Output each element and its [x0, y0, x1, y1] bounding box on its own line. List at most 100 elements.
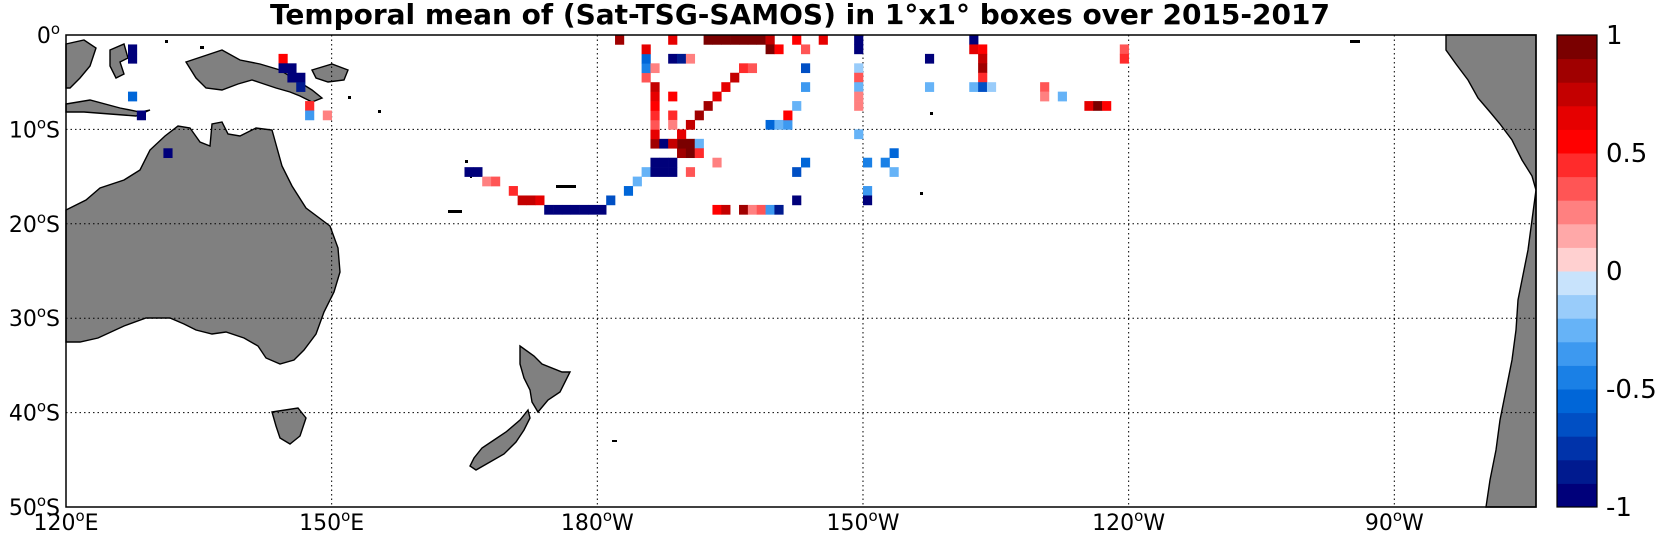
- data-cell: [854, 101, 864, 111]
- data-cell: [650, 129, 660, 140]
- data-cell: [588, 204, 598, 215]
- data-cell: [818, 35, 828, 45]
- colorbar-labels: 1 0.5 0 -0.5 -1: [1606, 21, 1657, 523]
- data-cell: [694, 148, 704, 159]
- data-cell: [491, 176, 501, 187]
- data-cell: [756, 204, 766, 215]
- data-cells: [127, 35, 1129, 215]
- data-cell: [641, 53, 651, 64]
- data-cell: [641, 44, 651, 55]
- colorbar-tick-label: 0: [1606, 257, 1623, 287]
- data-cell: [1119, 44, 1129, 55]
- new-guinea-landmass: [184, 49, 324, 103]
- latitude-tick-label: 20oS: [9, 209, 60, 238]
- data-cell: [305, 101, 315, 111]
- colorbar-swatch: [1557, 223, 1597, 248]
- latitude-tick-label: 0o: [37, 20, 60, 49]
- south-america-landmass: [1445, 34, 1537, 508]
- data-cell: [969, 82, 979, 92]
- colorbar-swatch: [1557, 318, 1597, 343]
- islet: [920, 192, 923, 195]
- data-cell: [1040, 82, 1050, 92]
- data-cell: [685, 167, 696, 177]
- land-layer: [65, 34, 1537, 508]
- colorbar-swatch: [1557, 176, 1597, 201]
- data-cell: [659, 167, 669, 177]
- data-cell: [721, 35, 731, 45]
- data-cell: [978, 44, 988, 55]
- data-cell: [659, 157, 669, 168]
- data-cell: [969, 44, 979, 55]
- data-cell: [136, 110, 146, 121]
- data-cell: [650, 119, 660, 130]
- latitude-tick-label: 50oS: [9, 492, 60, 521]
- data-cell: [792, 101, 802, 111]
- data-cell: [978, 53, 988, 64]
- data-cell: [854, 44, 864, 55]
- data-cell: [668, 157, 678, 168]
- new-zealand-north-island: [519, 344, 572, 414]
- data-cell: [978, 72, 988, 83]
- data-cell: [677, 148, 687, 159]
- data-cell: [739, 204, 749, 215]
- data-cell: [854, 82, 864, 92]
- data-cell: [712, 204, 722, 215]
- grid-lines: [66, 35, 1536, 507]
- data-cell: [685, 138, 696, 149]
- data-cell: [650, 101, 660, 111]
- data-cell: [712, 157, 722, 168]
- data-cell: [473, 167, 483, 177]
- data-cell: [606, 195, 616, 206]
- data-cell: [889, 148, 899, 159]
- map-frame: [65, 34, 1537, 508]
- data-cell: [615, 35, 625, 45]
- colorbar-swatch: [1557, 436, 1597, 461]
- colorbar-swatch: [1557, 129, 1597, 154]
- data-cell: [1119, 53, 1129, 64]
- colorbar-swatch: [1557, 483, 1597, 508]
- data-cell: [1102, 101, 1112, 111]
- data-cell: [685, 53, 696, 64]
- data-cell: [703, 35, 713, 45]
- data-cell: [765, 44, 775, 55]
- islet: [200, 46, 204, 49]
- islet: [165, 40, 168, 43]
- map-area: [65, 34, 1537, 508]
- data-cell: [747, 35, 758, 45]
- data-cell: [322, 110, 332, 121]
- data-cell: [517, 195, 527, 206]
- data-cell: [553, 204, 563, 215]
- data-cell: [544, 204, 554, 215]
- data-cell: [739, 35, 749, 45]
- data-cell: [641, 63, 651, 74]
- data-cell: [305, 110, 315, 121]
- data-cell: [747, 63, 758, 74]
- longitude-tick-label: 150oW: [827, 507, 900, 536]
- data-cell: [730, 72, 740, 83]
- data-cell: [774, 204, 784, 215]
- colorbar-tick-label: -1: [1606, 493, 1632, 523]
- data-cell: [712, 91, 722, 102]
- colorbar-swatches: [1557, 35, 1597, 508]
- new-britain-landmass: [311, 63, 349, 83]
- colorbar-swatch: [1557, 365, 1597, 390]
- data-cell: [579, 204, 589, 215]
- data-cell: [685, 119, 696, 130]
- data-cell: [650, 91, 660, 102]
- data-cell: [668, 35, 678, 45]
- sulawesi-island: [109, 43, 129, 79]
- colorbar-swatch: [1557, 341, 1597, 366]
- data-cell: [801, 44, 811, 55]
- data-cell: [650, 167, 660, 177]
- colorbar: 1 0.5 0 -0.5 -1: [1556, 21, 1657, 523]
- data-cell: [730, 35, 740, 45]
- islet: [612, 440, 617, 442]
- data-cell: [703, 101, 713, 111]
- data-cell: [508, 186, 518, 196]
- data-cell: [535, 195, 545, 206]
- islet: [556, 185, 576, 188]
- figure-title: Temporal mean of (Sat-TSG-SAMOS) in 1°x1…: [270, 0, 1330, 31]
- data-cell: [650, 63, 660, 74]
- latitude-tick-labels: 0o 10oS 20oS 30oS 40oS 50oS: [9, 20, 60, 521]
- data-cell: [296, 82, 306, 92]
